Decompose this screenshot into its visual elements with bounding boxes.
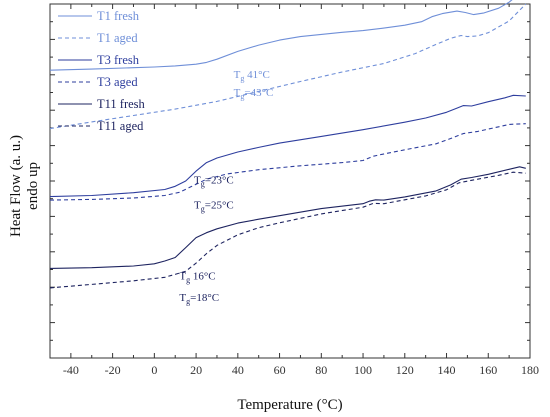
x-tick-label: 120 bbox=[396, 363, 414, 377]
x-tick-label: 60 bbox=[274, 363, 286, 377]
x-axis-ticks: -40 -20 0 20 40 60 80 100 120 140 160 180 bbox=[49, 4, 539, 377]
x-tick-label: 80 bbox=[315, 363, 327, 377]
series-line-t11-aged bbox=[49, 171, 526, 289]
x-axis-title: Temperature (°C) bbox=[237, 397, 342, 413]
series-line-t3-aged bbox=[49, 123, 526, 201]
series-layer bbox=[49, 0, 527, 289]
x-tick-label: 100 bbox=[354, 363, 372, 377]
tg-annotation: Tg 41°C bbox=[234, 69, 270, 83]
series-line-t3-fresh bbox=[49, 94, 526, 198]
series-line-t1-fresh bbox=[49, 0, 513, 71]
tg-annotation: Tg=43°C bbox=[234, 87, 274, 101]
x-tick-label: 20 bbox=[190, 363, 202, 377]
tg-annotation: Tg=25°C bbox=[194, 199, 234, 213]
y-axis-title: Heat Flow (a. u.) bbox=[8, 135, 24, 237]
tg-annotation: Tg=23°C bbox=[194, 174, 234, 188]
legend-label: T3 aged bbox=[97, 75, 138, 89]
x-tick-label: 40 bbox=[232, 363, 244, 377]
tg-annotation: Tg 16°C bbox=[179, 270, 215, 284]
x-tick-label: 140 bbox=[438, 363, 456, 377]
tg-annotation: Tg=18°C bbox=[179, 292, 219, 306]
legend-label: T11 fresh bbox=[97, 97, 146, 111]
legend-label: T1 fresh bbox=[97, 9, 140, 23]
y-axis-subtitle: endo up bbox=[25, 162, 41, 210]
series-line-t11-fresh bbox=[49, 166, 526, 269]
legend-label: T1 aged bbox=[97, 31, 138, 45]
x-tick-label: -20 bbox=[105, 363, 121, 377]
x-tick-label: 160 bbox=[479, 363, 497, 377]
series-line-t1-aged bbox=[49, 3, 527, 130]
x-tick-label: 0 bbox=[151, 363, 157, 377]
annotation-layer: Tg 41°C Tg=43°C Tg=23°C Tg=25°C Tg 16°C Tg=18… bbox=[179, 69, 273, 306]
x-tick-label: 180 bbox=[521, 363, 539, 377]
legend: T1 fresh T1 aged T3 fresh T3 aged T11 fresh T… bbox=[58, 9, 146, 133]
legend-label: T3 fresh bbox=[97, 53, 140, 67]
legend-label: T11 aged bbox=[97, 119, 144, 133]
x-tick-label: -40 bbox=[63, 363, 79, 377]
